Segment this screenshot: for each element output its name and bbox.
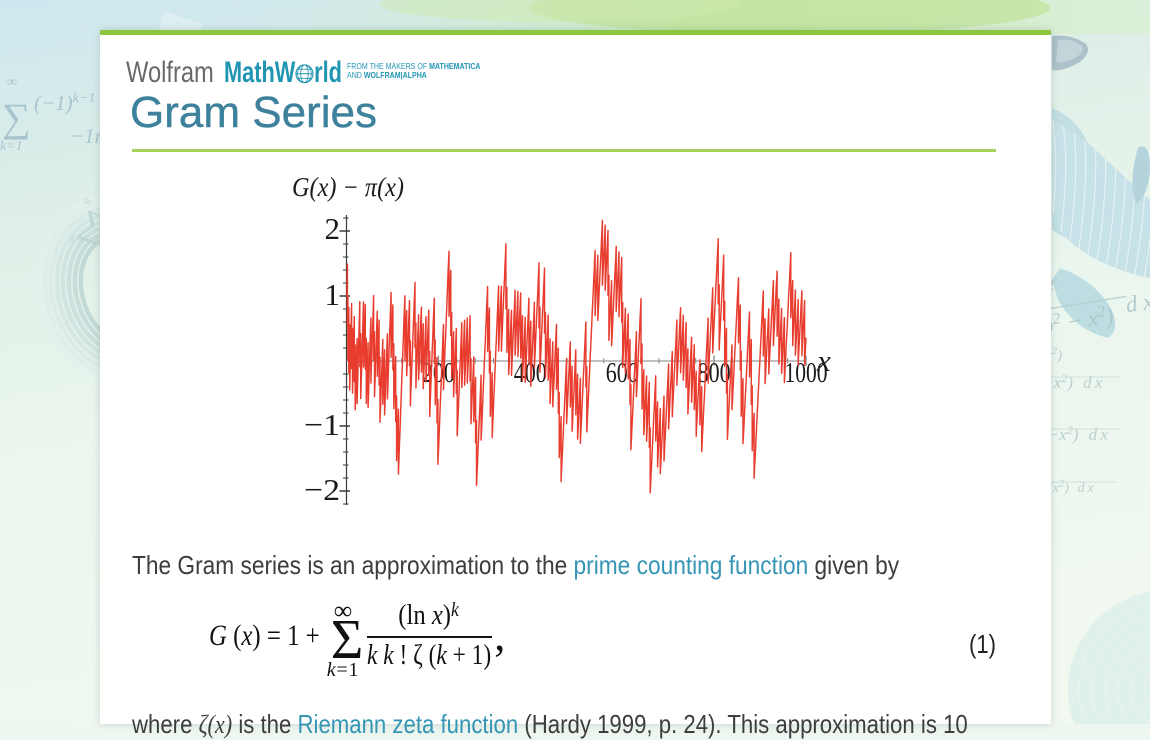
svg-text:(x2) d x: (x2) d x — [1048, 478, 1094, 496]
svg-text:x: x — [816, 343, 831, 378]
svg-text:800: 800 — [698, 357, 731, 389]
svg-text:−1n: −1n — [70, 124, 105, 148]
svg-text:k=1: k=1 — [0, 139, 23, 154]
svg-text:2: 2 — [325, 211, 341, 246]
svg-text:−1: −1 — [304, 407, 340, 442]
svg-text:(−x2) d x: (−x2) d x — [1042, 423, 1109, 444]
svg-text:−2: −2 — [304, 472, 340, 507]
svg-text:∞: ∞ — [7, 75, 17, 90]
svg-text:1: 1 — [325, 277, 341, 312]
svg-text:∑: ∑ — [2, 95, 31, 140]
svg-text:G(x) − π(x): G(x) − π(x) — [292, 172, 404, 202]
svg-text:d x: d x — [1124, 288, 1150, 317]
svg-text:1000: 1000 — [785, 357, 828, 389]
svg-text:k=: k= — [68, 230, 87, 249]
